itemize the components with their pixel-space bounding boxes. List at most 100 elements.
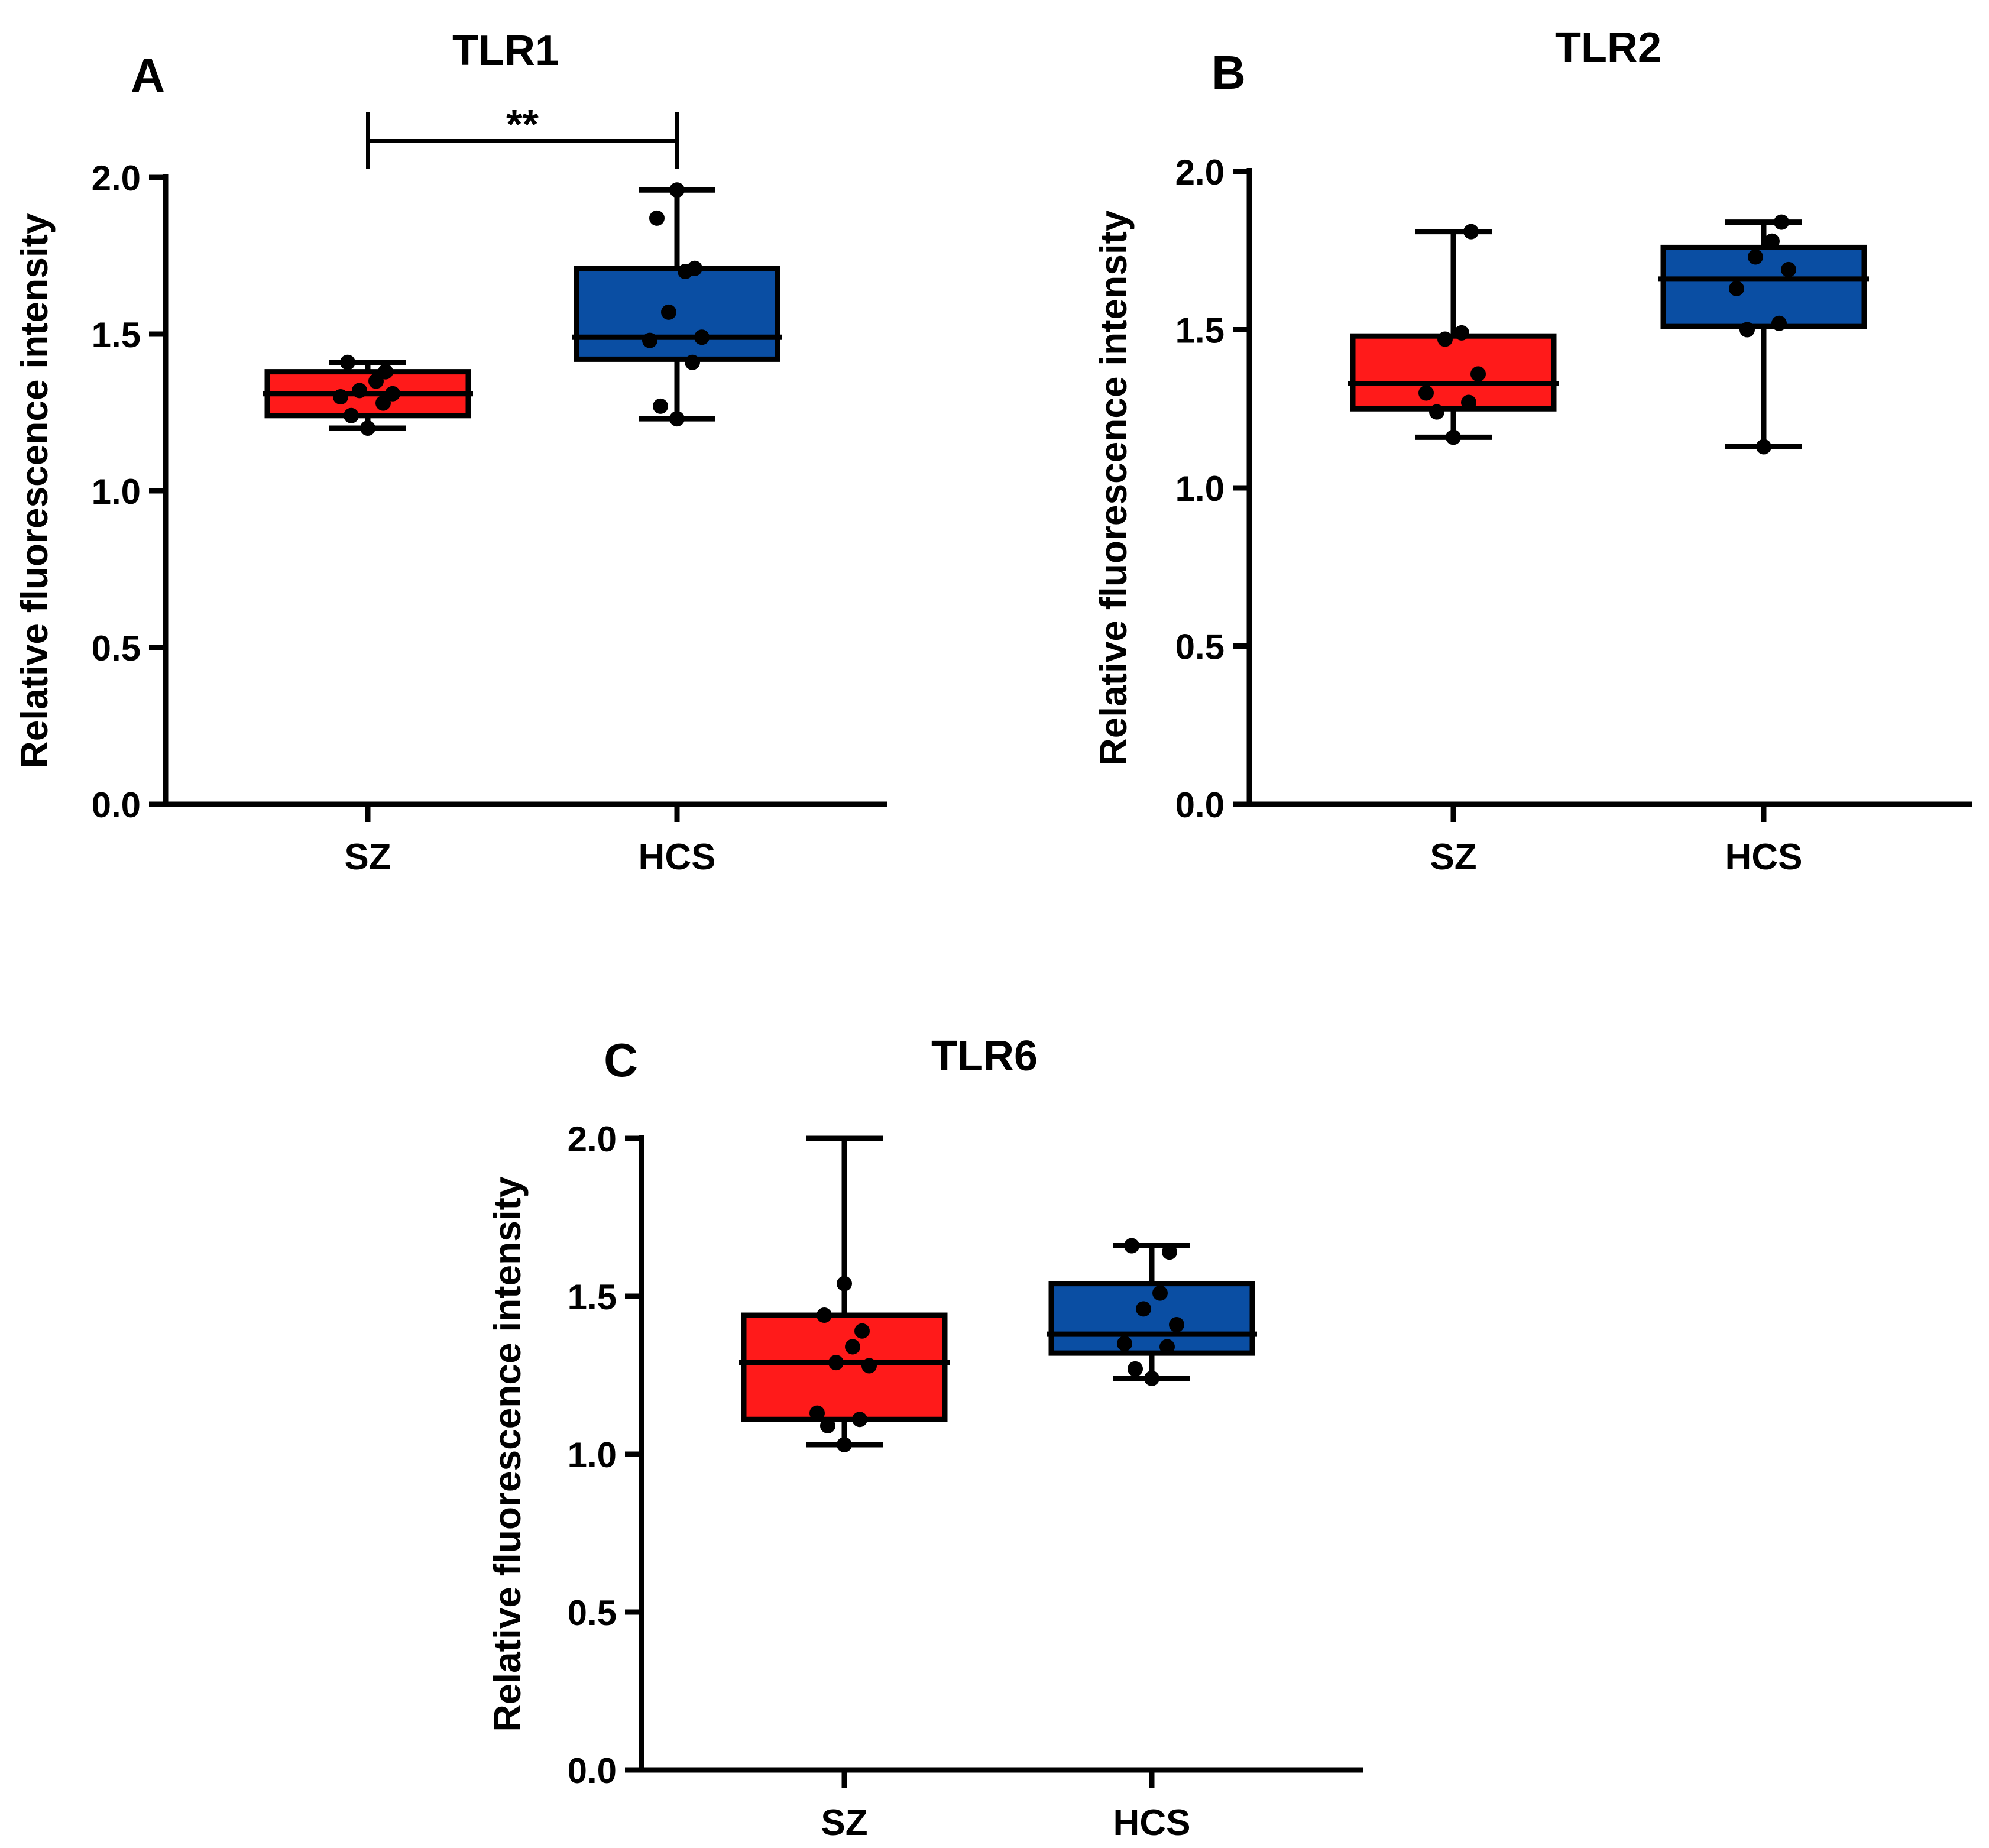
data-point [687,260,702,276]
data-point [1461,394,1476,410]
data-point [1437,331,1453,347]
y-tick-label: 2.0 [92,158,141,198]
data-point [685,354,700,370]
box-hcs [1047,1238,1257,1386]
data-point [845,1339,860,1355]
x-tick-label: SZ [1430,837,1476,878]
data-point [669,411,685,427]
box-hcs [1658,214,1869,455]
data-point [837,1436,852,1452]
data-point [1748,249,1763,265]
y-tick-label: 0.0 [568,1751,617,1791]
data-point [368,373,384,389]
y-tick-label: 1.0 [92,472,141,512]
y-tick-label: 2.0 [568,1119,617,1159]
data-point [1739,322,1755,338]
data-point [642,332,657,348]
y-axis-label: Relative fluorescence intensity [13,213,56,768]
y-tick-label: 2.0 [1175,153,1225,192]
box-sz [1348,224,1559,445]
box-iqr [741,1312,948,1422]
data-point [852,1412,867,1428]
data-point [854,1323,870,1339]
box-iqr [1048,1281,1255,1356]
box-sz [739,1135,950,1452]
chart-title: TLR2 [1555,24,1661,72]
data-point [385,386,400,402]
data-point [809,1405,825,1421]
data-point [1144,1370,1159,1386]
y-tick-label: 1.0 [568,1435,617,1475]
y-tick-label: 1.0 [1175,469,1225,509]
y-tick-label: 1.5 [1175,311,1225,351]
data-point [1418,385,1434,401]
significance-bracket: ** [366,101,679,169]
data-point [340,354,355,370]
data-point [1774,214,1789,230]
data-point [333,389,348,404]
chart-title: TLR6 [931,1033,1038,1080]
x-tick-label: SZ [821,1802,867,1843]
box-iqr [574,266,780,362]
data-point [649,210,665,226]
data-point [828,1355,844,1371]
x-tick-label: SZ [344,837,391,878]
data-point [694,329,710,345]
y-tick-label: 0.0 [92,785,141,825]
data-point [360,420,375,436]
y-tick-label: 0.0 [1175,785,1225,825]
y-tick-label: 0.5 [568,1593,617,1633]
x-tick-label: HCS [1113,1802,1191,1843]
box-hcs [572,182,782,427]
x-tick-label: HCS [639,837,716,878]
data-point [1470,366,1486,382]
data-point [820,1417,835,1433]
data-point [1429,404,1444,420]
data-point [344,407,359,423]
data-point [1771,315,1787,331]
box-sz [263,354,473,436]
data-point [1781,261,1796,277]
data-point [1454,325,1469,341]
data-point [669,182,685,198]
panel-letter: B [1211,46,1246,99]
panel-c: C TLR6 Relative fluorescence intensity 0.0… [486,1033,1363,1843]
panel-letter: C [604,1034,638,1086]
data-point [1162,1244,1177,1260]
data-point [375,395,391,411]
y-tick-label: 1.5 [568,1277,617,1317]
data-point [1756,439,1771,455]
data-point [1117,1336,1132,1352]
y-axis-label: Relative fluorescence intensity [486,1176,529,1732]
data-point [653,398,668,414]
panel-letter: A [131,49,165,102]
data-point [1729,280,1744,296]
data-point [837,1276,852,1292]
data-point [1128,1361,1143,1377]
significance-label: ** [506,101,539,147]
data-point [1152,1285,1168,1301]
data-point [1446,429,1461,445]
data-point [1463,224,1479,240]
y-axis-label: Relative fluorescence intensity [1092,210,1135,765]
panel-a: A TLR1 Relative fluorescence intensity 0.0… [13,27,887,878]
box-iqr [1660,244,1867,329]
data-point [1136,1301,1151,1317]
data-point [352,383,367,399]
data-point [378,364,393,380]
data-point [1764,233,1780,249]
y-tick-label: 1.5 [92,315,141,355]
y-tick-label: 0.5 [92,629,141,668]
data-point [861,1358,877,1374]
chart-title: TLR1 [452,27,559,75]
panel-b: B TLR2 Relative fluorescence intensity 0.0… [1092,24,1972,878]
data-point [1124,1238,1139,1254]
data-point [661,304,676,320]
data-point [817,1307,832,1323]
data-point [1169,1317,1184,1333]
x-tick-label: HCS [1725,837,1803,878]
box-iqr [1350,333,1557,412]
data-point [1159,1339,1175,1355]
